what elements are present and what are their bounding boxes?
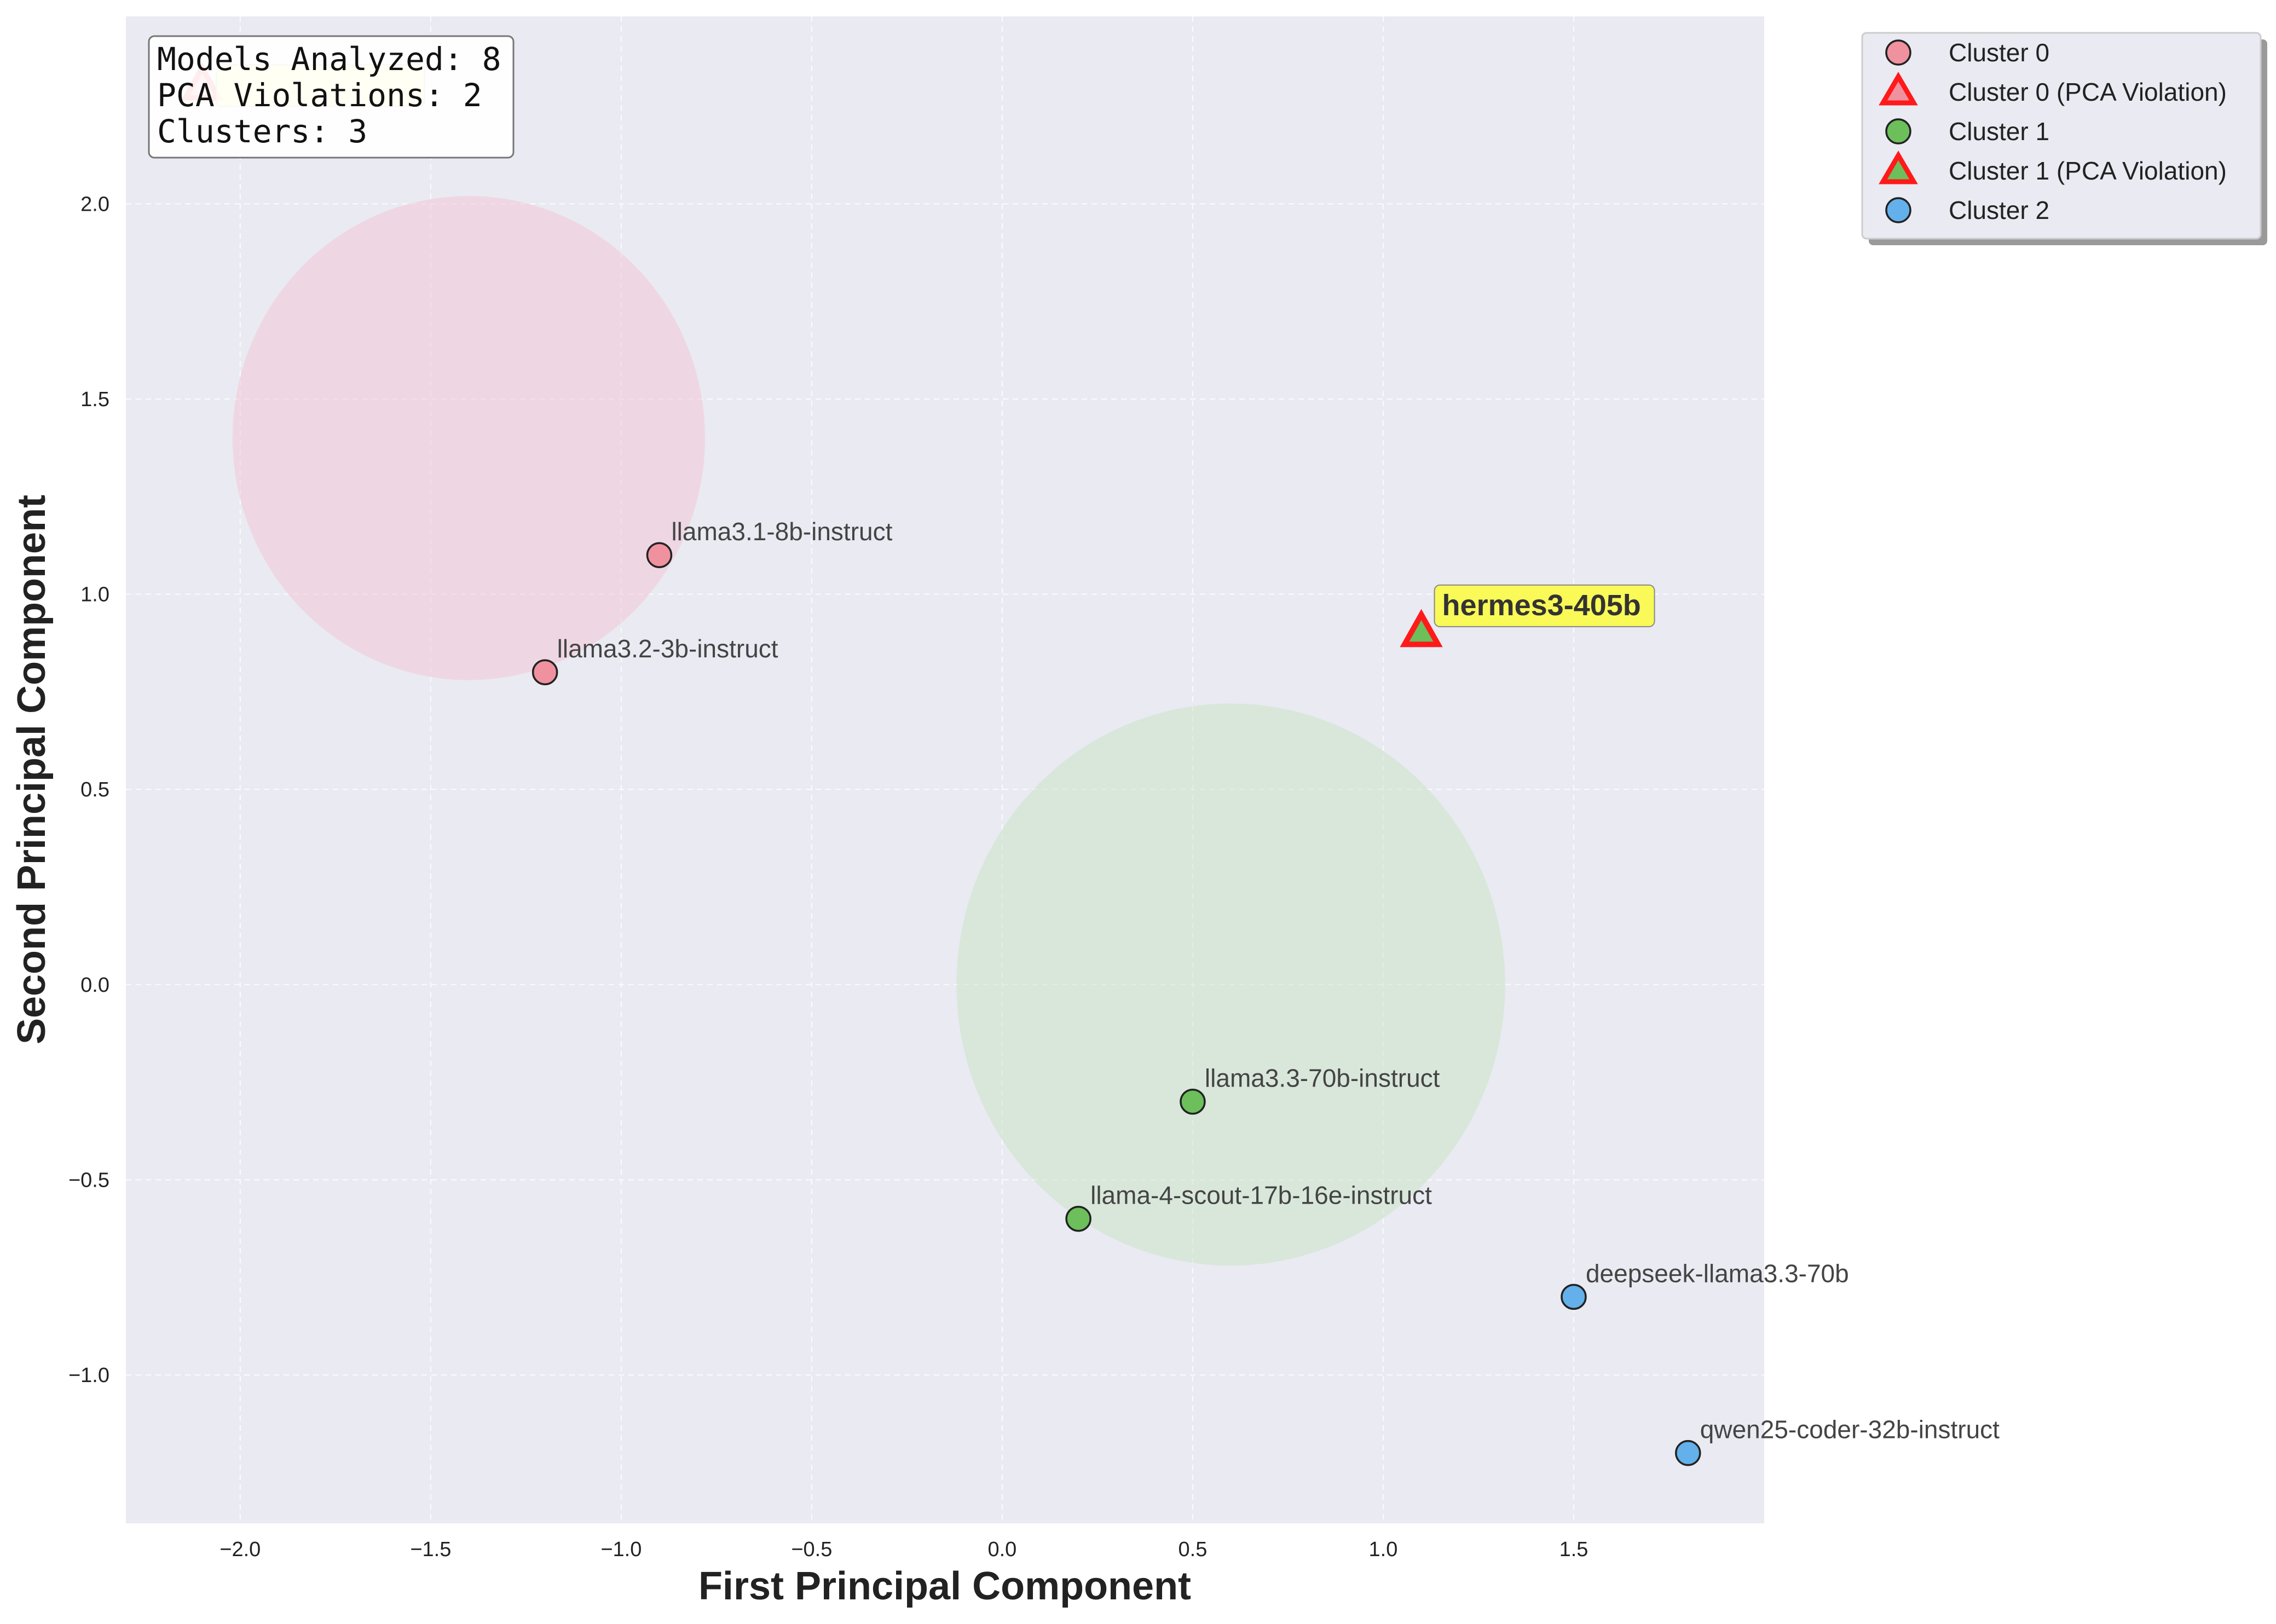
point-label: llama3.2-3b-instruct [557,634,778,663]
legend-label-cluster-1: Cluster 1 [1949,117,2049,146]
y-tick-label: 0.5 [80,778,109,801]
stats-models-analyzed: Models Analyzed: 8 [157,41,501,78]
point-labels: llama3.1-8b-instruct llama3.2-3b-instruct… [216,64,2000,1444]
x-tick-label: 0.5 [1179,1538,1208,1561]
legend-marker [1885,118,1911,145]
data-point [646,542,673,568]
violation-label-box [1434,584,1655,627]
legend-marker [1879,151,1918,184]
legend-marker [1885,197,1911,223]
violation-marker [1400,609,1443,648]
point-label: llama-4-scout-17b-16e-instruct [1090,1181,1432,1210]
point-label: qwen25-coder-32b-instruct [1700,1415,2000,1444]
data-point [1561,1284,1587,1310]
data-point [1675,1440,1701,1466]
stats-box: Models Analyzed: 8 PCA Violations: 2 Clu… [148,35,515,159]
x-tick-label: 1.5 [1559,1538,1588,1561]
point-label: deepseek-llama3.3-70b [1586,1259,1849,1287]
y-tick-label: −0.5 [68,1169,109,1192]
legend-label-cluster-2: Cluster 2 [1949,196,2049,224]
y-tick-label: 2.0 [80,193,109,216]
cluster-0-region [232,196,705,680]
legend-label-cluster-1-pca-violation: Cluster 1 (PCA Violation) [1949,157,2227,185]
violation-label: hermes3-405b [1442,589,1641,622]
stats-pca-violations: PCA Violations: 2 [157,77,482,114]
legend-label-cluster-0-pca-violation: Cluster 0 (PCA Violation) [1949,78,2227,106]
data-point [1180,1088,1206,1115]
legend-frame [1861,32,2262,240]
cluster-regions [232,196,1505,1266]
y-tick-label: −1.0 [68,1364,109,1387]
x-tick-label: 0.0 [987,1538,1016,1561]
cluster-1-region [956,703,1505,1266]
y-tick-labels: −1.0 −0.5 0.0 0.5 1.0 1.5 2.0 [68,193,109,1387]
data-point [1065,1205,1091,1232]
stats-clusters: Clusters: 3 [157,113,367,150]
y-tick-label: 1.0 [80,583,109,606]
y-axis-title: Second Principal Component [10,495,54,1044]
x-tick-label: −1.0 [600,1538,642,1561]
stats-box-frame [148,35,515,159]
x-tick-label: 1.0 [1369,1538,1398,1561]
legend-entries: Cluster 0 Cluster 0 (PCA Violation) Cluste… [1879,38,2227,224]
x-tick-labels: −2.0 −1.5 −1.0 −0.5 0.0 0.5 1.0 1.5 [219,1538,1588,1561]
legend-label-cluster-0: Cluster 0 [1949,38,2049,67]
legend-marker [1885,39,1911,66]
x-tick-label: −0.5 [791,1538,832,1561]
legend: Cluster 0 Cluster 0 (PCA Violation) Cluste… [1861,32,2267,245]
point-label: llama3.1-8b-instruct [671,517,892,546]
x-axis-title: First Principal Component [698,1564,1191,1608]
data-point [532,659,558,685]
y-tick-label: 0.0 [80,974,109,997]
legend-marker [1879,72,1918,106]
x-tick-label: −1.5 [410,1538,451,1561]
point-label: llama3.3-70b-instruct [1205,1064,1440,1093]
y-tick-label: 1.5 [80,388,109,411]
x-tick-label: −2.0 [219,1538,261,1561]
